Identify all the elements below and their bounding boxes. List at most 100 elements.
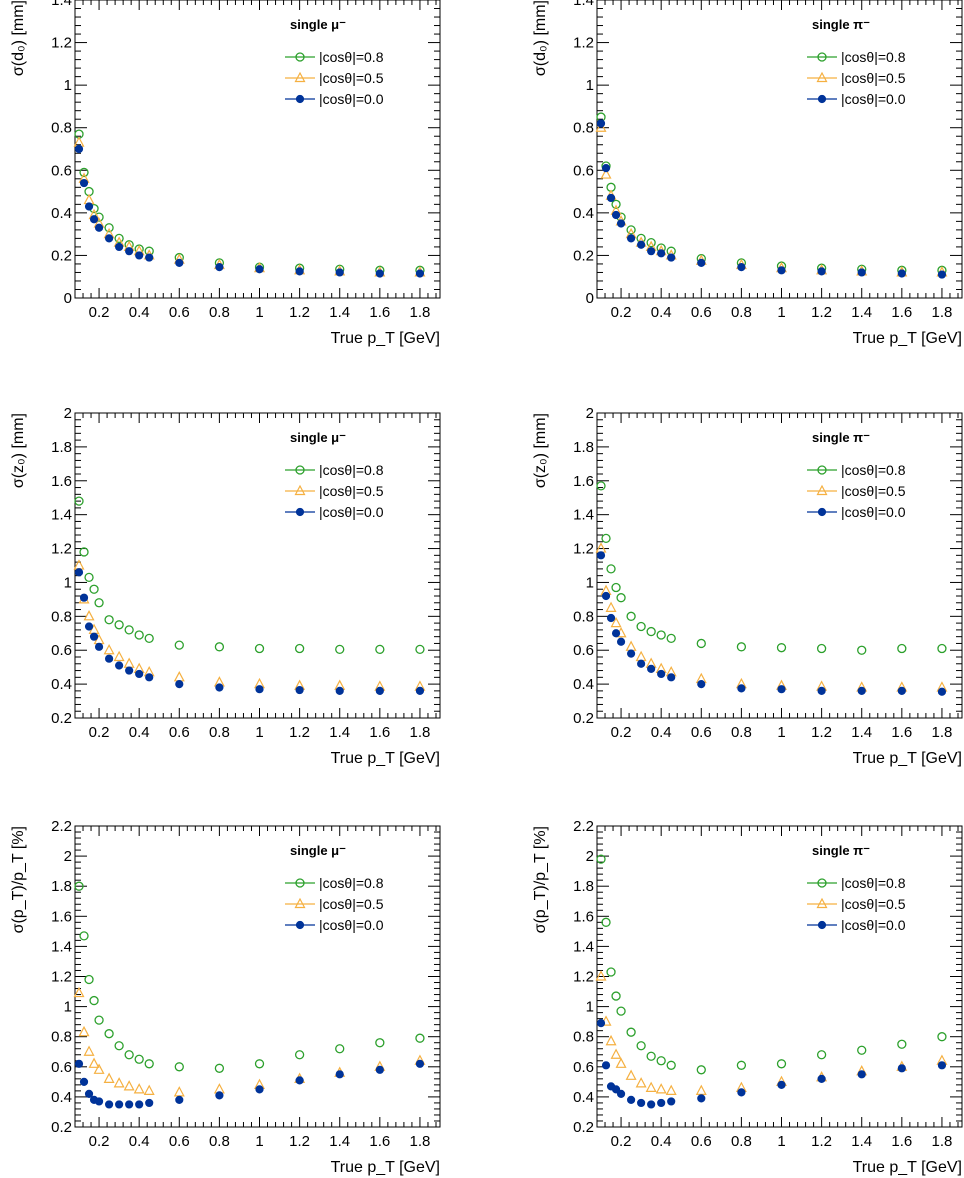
data-point bbox=[857, 268, 866, 277]
y-tick-label: 0.8 bbox=[573, 608, 594, 625]
data-point bbox=[645, 1081, 657, 1092]
data-point bbox=[375, 686, 384, 695]
y-tick-label: 1 bbox=[586, 999, 594, 1016]
data-point bbox=[74, 144, 84, 154]
data-point bbox=[254, 1059, 265, 1069]
y-tick-label: 1.2 bbox=[51, 35, 72, 52]
data-point bbox=[135, 251, 144, 260]
x-tick-label: 1.8 bbox=[410, 1133, 431, 1150]
data-point bbox=[74, 496, 84, 506]
data-point bbox=[697, 258, 706, 267]
y-tick-label: 1.4 bbox=[573, 938, 594, 955]
data-point bbox=[606, 564, 616, 574]
data-point bbox=[601, 533, 611, 544]
chart-panel-3: 0.2 0.4 0.6 0.8 1 1.2 1.4 1.6 1.8 2 0.2 0.4 0.6 0.8 1 1… bbox=[10, 405, 441, 767]
data-point bbox=[145, 253, 154, 262]
y-tick-label: 0.8 bbox=[51, 608, 72, 625]
data-point bbox=[616, 1006, 626, 1016]
y-tick-label: 2 bbox=[64, 405, 72, 422]
legend-entry: |cosθ|=0.8 bbox=[319, 875, 384, 891]
data-point bbox=[125, 666, 134, 675]
data-point bbox=[625, 1069, 637, 1080]
data-point bbox=[857, 1045, 867, 1055]
data-point bbox=[125, 247, 134, 256]
legend-marker bbox=[817, 52, 827, 62]
data-point bbox=[616, 637, 626, 646]
data-point bbox=[135, 669, 144, 679]
legend-entry: |cosθ|=0.5 bbox=[319, 70, 384, 86]
data-point bbox=[610, 616, 622, 628]
data-point bbox=[335, 1044, 345, 1054]
data-point bbox=[611, 199, 621, 209]
data-point bbox=[647, 664, 656, 673]
x-tick-label: 1 bbox=[777, 304, 785, 321]
x-tick-label: 1.6 bbox=[891, 724, 912, 741]
data-point bbox=[144, 633, 154, 644]
data-point bbox=[104, 654, 114, 663]
data-point bbox=[104, 234, 114, 243]
data-point bbox=[595, 121, 607, 132]
y-tick-label: 0.8 bbox=[573, 1029, 594, 1046]
data-point bbox=[214, 642, 225, 652]
data-point bbox=[74, 881, 84, 891]
data-point bbox=[657, 249, 666, 258]
data-point bbox=[647, 247, 656, 256]
data-point bbox=[897, 1039, 907, 1049]
data-point bbox=[635, 650, 647, 662]
x-tick-label: 1 bbox=[777, 1133, 785, 1150]
x-axis-label: True p_T [GeV] bbox=[331, 1159, 440, 1176]
y-tick-label: 1.6 bbox=[51, 908, 72, 925]
data-point bbox=[114, 620, 124, 630]
data-point bbox=[626, 611, 636, 621]
chart-panel-6: 0.2 0.4 0.6 0.8 1 1.2 1.4 1.6 1.8 2 2.2 0.2 0.4 0.6 0.… bbox=[532, 818, 963, 1176]
legend-marker bbox=[817, 920, 827, 930]
data-point bbox=[174, 640, 184, 650]
legend-marker bbox=[295, 52, 305, 62]
legend-marker bbox=[294, 897, 306, 909]
legend-entry: |cosθ|=0.8 bbox=[841, 462, 906, 478]
y-tick-label: 0.2 bbox=[51, 247, 72, 264]
y-tick-label: 1.4 bbox=[573, 0, 594, 9]
data-point bbox=[897, 1064, 906, 1073]
data-point bbox=[104, 1100, 114, 1109]
data-point bbox=[79, 547, 89, 557]
data-point bbox=[625, 640, 637, 651]
data-point bbox=[415, 269, 425, 278]
x-tick-label: 1.4 bbox=[851, 1133, 872, 1150]
x-tick-label: 1.2 bbox=[811, 724, 832, 741]
y-tick-label: 1.6 bbox=[573, 908, 594, 925]
data-point bbox=[255, 1085, 264, 1094]
series-1 bbox=[74, 496, 425, 655]
legend-title: single π⁻ bbox=[812, 843, 870, 858]
legend-marker bbox=[295, 465, 305, 475]
y-tick-label: 0.2 bbox=[573, 247, 594, 264]
y-tick-label: 0.6 bbox=[51, 1059, 72, 1076]
legend: single μ⁻ |cosθ|=0.8 |cosθ|=0.5 |cosθ|=0.0 bbox=[285, 17, 384, 107]
legend-entry: |cosθ|=0.0 bbox=[319, 504, 384, 520]
data-point bbox=[84, 974, 94, 985]
data-point bbox=[84, 572, 94, 583]
data-point bbox=[175, 1095, 184, 1105]
legend-marker bbox=[294, 484, 306, 496]
data-point bbox=[776, 643, 787, 653]
data-point bbox=[335, 1070, 344, 1079]
data-point bbox=[114, 233, 124, 244]
x-tick-label: 1.4 bbox=[329, 1133, 350, 1150]
x-axis-label: True p_T [GeV] bbox=[853, 330, 962, 347]
x-tick-label: 0.6 bbox=[169, 724, 190, 741]
y-tick-label: 0.6 bbox=[573, 1059, 594, 1076]
y-tick-label: 2.2 bbox=[51, 818, 72, 835]
data-point bbox=[335, 686, 344, 695]
data-point bbox=[816, 643, 827, 654]
legend-entry: |cosθ|=0.0 bbox=[319, 91, 384, 107]
data-point bbox=[646, 626, 656, 637]
data-point bbox=[616, 593, 626, 603]
y-tick-label: 0.8 bbox=[51, 1029, 72, 1046]
data-point bbox=[124, 1050, 134, 1060]
y-tick-label: 0.4 bbox=[573, 676, 594, 693]
data-point bbox=[655, 1083, 667, 1094]
data-point bbox=[666, 1060, 676, 1070]
x-tick-label: 0.4 bbox=[129, 304, 150, 321]
data-point bbox=[817, 1074, 826, 1083]
legend-entry: |cosθ|=0.8 bbox=[319, 462, 384, 478]
